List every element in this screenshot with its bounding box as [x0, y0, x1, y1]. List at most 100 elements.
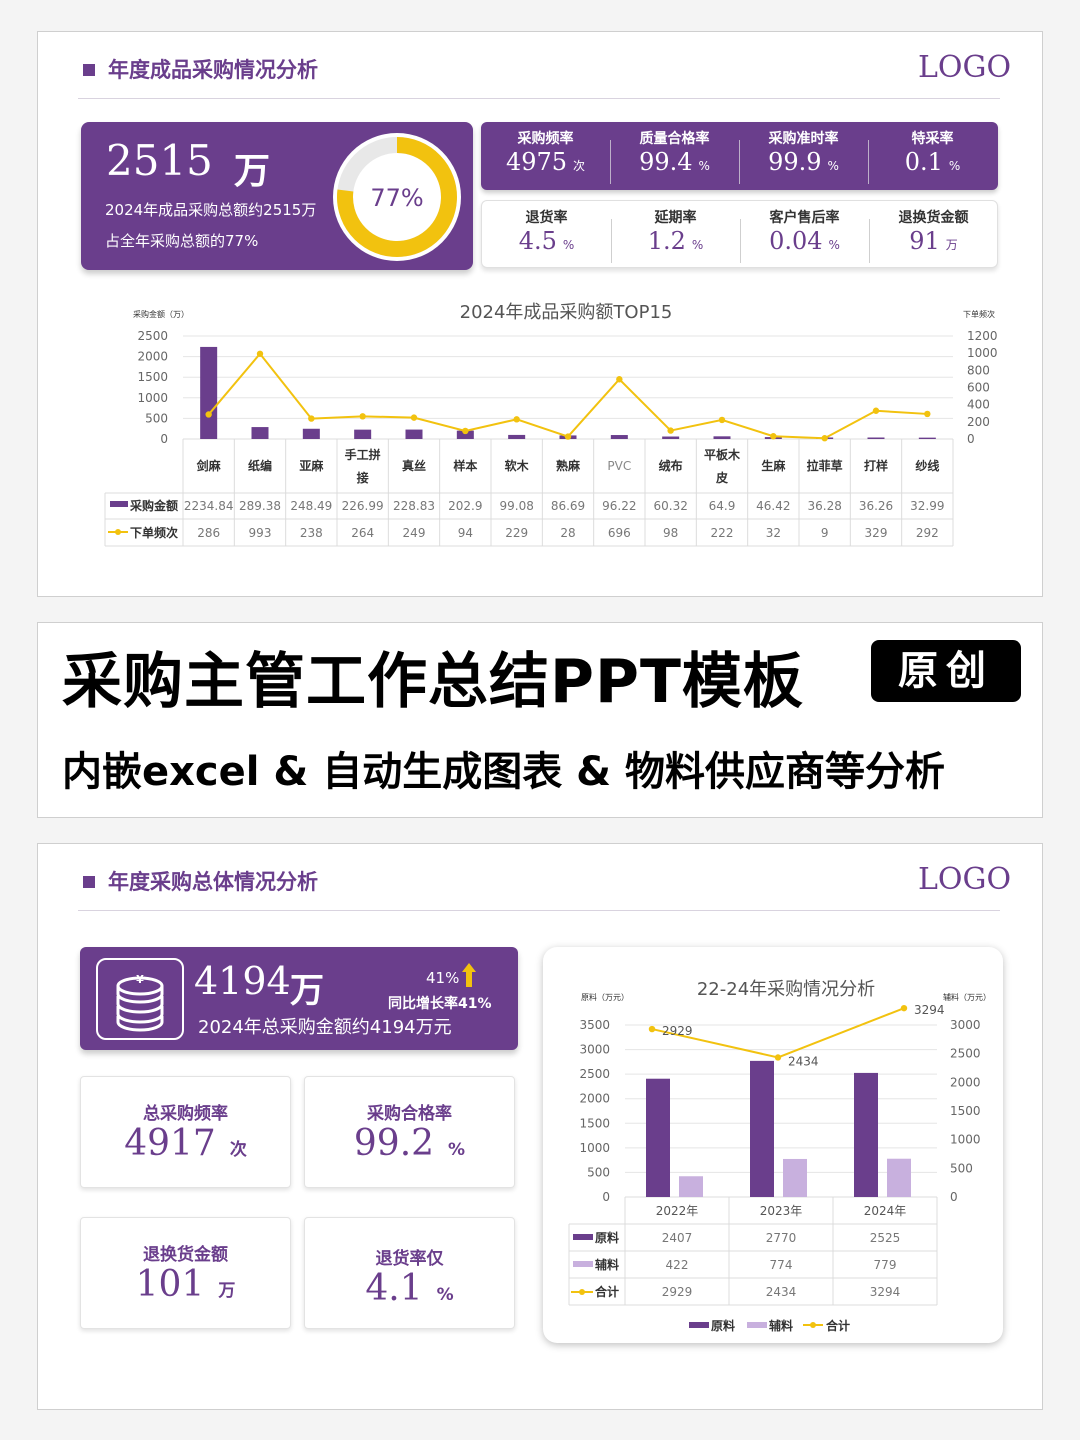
kpi-row2-2: 客户售后率 0.04%	[740, 201, 869, 269]
total-unit: 万	[290, 971, 324, 1011]
chart-title: 22-24年采购情况分析	[697, 979, 875, 1000]
bar-aux	[679, 1176, 703, 1197]
summary-description: 2024年总采购金额约4194万元	[198, 1017, 452, 1038]
line-data-label: 2434	[788, 1054, 819, 1068]
legend-label-raw: 原料	[711, 1318, 735, 1333]
data-label-amount: 2234.84	[184, 499, 234, 513]
data-label-raw: 2407	[662, 1231, 693, 1245]
legend-marker-line	[115, 529, 121, 535]
donut-arc	[337, 137, 457, 257]
y-tick-label: 1000	[137, 391, 168, 405]
bar	[918, 437, 936, 439]
y-tick-label: 1500	[137, 370, 168, 384]
logo: LOGO	[918, 50, 1012, 85]
legend-label-bar: 采购金额	[129, 498, 178, 513]
line-point	[774, 1054, 782, 1061]
chart-title: 2024年成品采购额TOP15	[460, 302, 673, 323]
y-axis-label: 原料（万元）	[581, 992, 629, 1002]
y-tick-label: 500	[587, 1165, 610, 1179]
card-label: 退货率仅	[375, 1249, 444, 1269]
data-label-amount: 248.49	[290, 499, 332, 513]
data-label-frequency: 229	[505, 526, 528, 540]
line-point	[770, 433, 777, 440]
bar-raw	[750, 1060, 774, 1197]
line-point	[616, 376, 623, 383]
kpi-value: 4.5%	[518, 227, 575, 255]
kpi-value: 91 万	[909, 227, 958, 255]
data-label-amount: 96.22	[602, 499, 636, 513]
data-label-frequency: 292	[916, 526, 939, 540]
donut-label: 77%	[370, 184, 423, 212]
original-badge: 原创	[871, 640, 1021, 702]
line-data-label: 3294	[914, 1003, 945, 1017]
data-label-amount: 99.08	[499, 499, 533, 513]
data-label-frequency: 9	[821, 526, 829, 540]
y2-tick-label: 1200	[967, 329, 998, 343]
y2-tick-label: 200	[967, 415, 990, 429]
category-label: 2023年	[760, 1204, 803, 1218]
category-label: 拉菲草	[807, 458, 843, 473]
bar	[251, 427, 269, 439]
data-label-frequency: 222	[711, 526, 734, 540]
y-tick-label: 500	[145, 411, 168, 425]
banner-subtitle: 内嵌excel & 自动生成图表 & 物料供应商等分析	[62, 749, 945, 795]
svg-text:¥: ¥	[136, 973, 144, 986]
kpi-value: 4975 次	[505, 148, 586, 176]
category-label: 剑麻	[196, 458, 222, 473]
data-label-frequency: 32	[766, 526, 781, 540]
kpi-label: 采购频率	[517, 131, 574, 147]
header-divider	[78, 98, 1000, 99]
data-label-frequency: 94	[458, 526, 473, 540]
data-label-total: 2434	[766, 1285, 797, 1299]
category-label: 皮	[715, 470, 728, 485]
line-point	[256, 350, 264, 357]
y2-tick-label: 2000	[950, 1075, 981, 1089]
legend-marker-total	[810, 1322, 816, 1328]
data-label-aux: 774	[770, 1258, 793, 1272]
y-tick-label: 0	[602, 1190, 610, 1204]
y2-tick-label: 0	[950, 1190, 958, 1204]
kpi-row1-1: 质量合格率 99.4%	[610, 122, 739, 190]
y2-axis-label: 下单频次	[963, 309, 995, 319]
y-tick-label: 2000	[137, 350, 168, 364]
total-value: 2515	[106, 136, 213, 185]
kpi-label: 退货率	[525, 210, 568, 226]
y2-tick-label: 1500	[950, 1104, 981, 1118]
y-tick-label: 2500	[137, 329, 168, 343]
category-label: 2024年	[864, 1204, 907, 1218]
y-tick-label: 1500	[579, 1116, 610, 1130]
kpi-divider	[611, 219, 612, 263]
line-point	[667, 427, 674, 434]
line-point	[718, 416, 726, 424]
bar	[354, 429, 372, 439]
kpi-label: 质量合格率	[639, 131, 710, 147]
category-label: 熟麻	[556, 458, 581, 473]
kpi-row2-3: 退换货金额 91 万	[869, 201, 998, 269]
legend-label-raw: 原料	[595, 1230, 619, 1245]
line-point	[513, 416, 520, 423]
annual-finished-goods-panel: 年度成品采购情况分析 LOGO 2515 万 2024年成品采购总额约2515万…	[37, 31, 1043, 597]
kpi-row1-3: 特采率 0.1%	[868, 122, 997, 190]
y2-tick-label: 2500	[950, 1047, 981, 1061]
kpi-label: 采购准时率	[768, 131, 839, 147]
kpi-divider	[869, 219, 870, 263]
kpi-value: 1.2%	[647, 227, 704, 255]
summary-box: 2515 万 2024年成品采购总额约2515万 占全年采购总额的77% 77%	[81, 122, 473, 270]
y2-tick-label: 0	[967, 432, 975, 446]
kpi-card-return-rate: 退货率仅 4.1%	[304, 1217, 515, 1329]
line-point	[205, 411, 212, 418]
category-label: 亚麻	[299, 458, 324, 473]
header-divider	[78, 910, 1000, 911]
top15-chart: 2024年成品采购额TOP15 采购金额（万） 下单频次 0 500 1000 1500 20…	[104, 302, 998, 547]
card-value: 4917 次	[124, 1123, 247, 1164]
bar	[302, 428, 320, 439]
bar	[610, 435, 628, 439]
legend-marker-total	[579, 1289, 585, 1295]
category-label: 手工拼	[345, 447, 381, 462]
kpi-card-pass-rate: 采购合格率 99.2%	[304, 1076, 515, 1188]
data-label-total: 3294	[870, 1285, 901, 1299]
y2-axis-label: 辅料（万元）	[943, 992, 991, 1002]
data-label-raw: 2525	[870, 1231, 901, 1245]
data-label-frequency: 329	[865, 526, 888, 540]
